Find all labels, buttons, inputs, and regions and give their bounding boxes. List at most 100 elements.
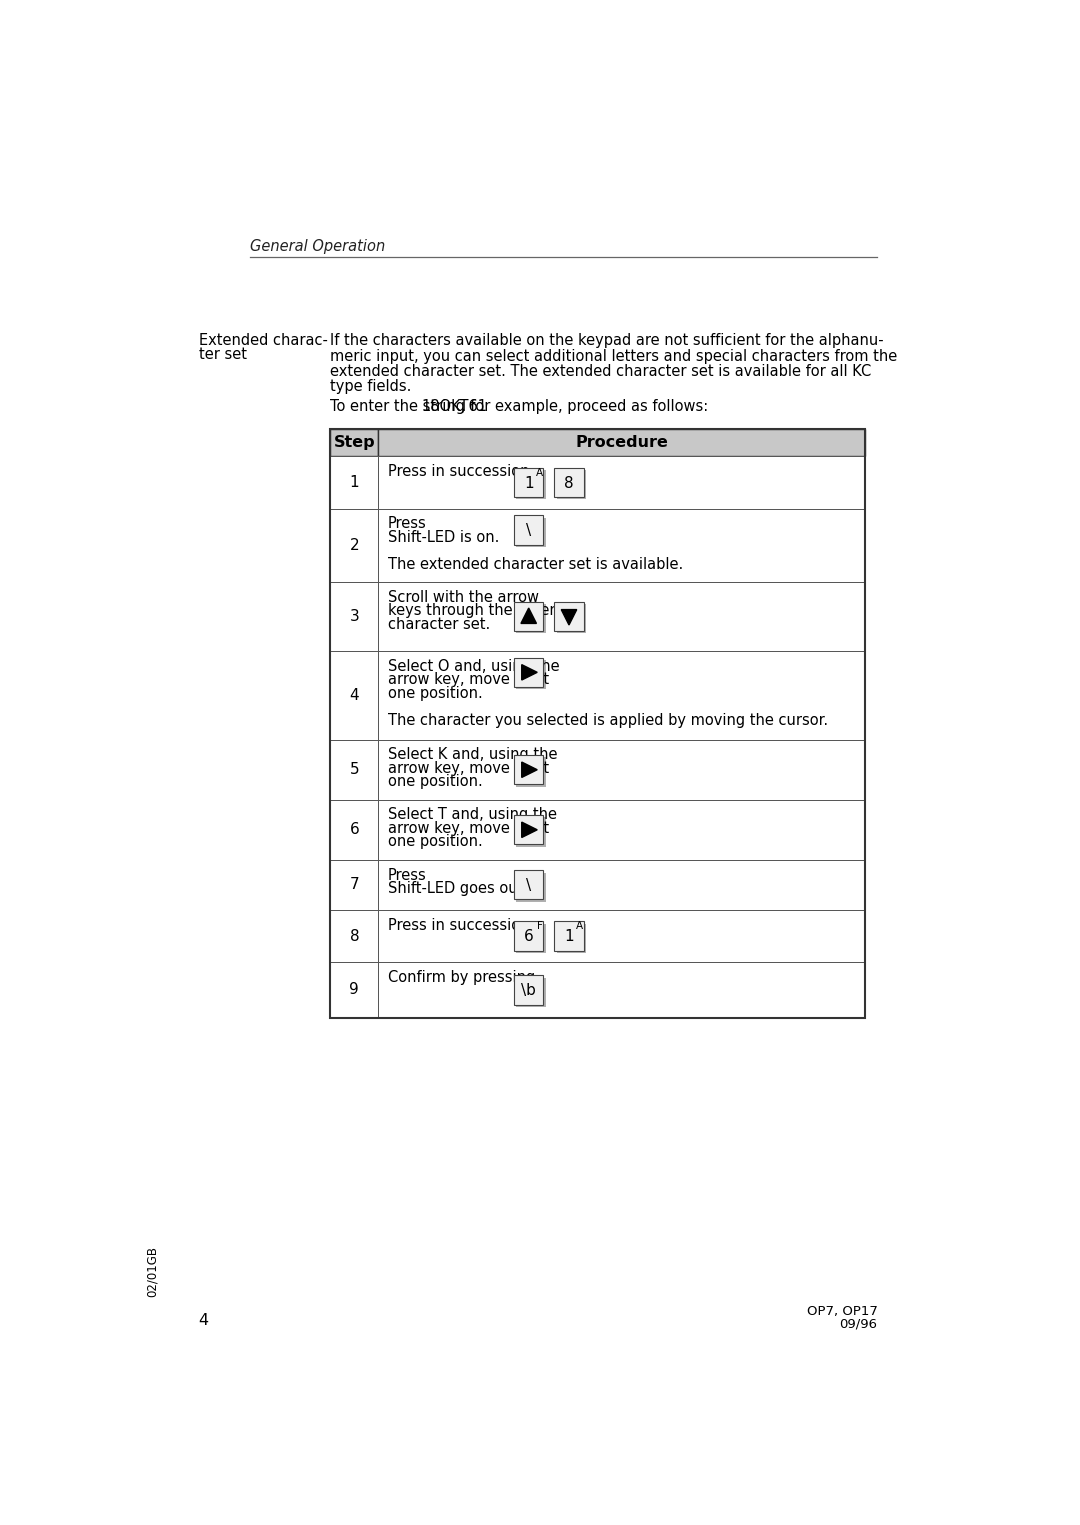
Bar [330,910,378,962]
Text: 4: 4 [199,1313,208,1328]
Bar [554,921,583,950]
Bar [378,910,865,962]
Bar [514,515,543,544]
Bar [514,602,543,631]
Text: Step: Step [334,435,375,450]
Bar [378,429,865,456]
Bar [330,860,378,910]
Text: 7: 7 [350,877,360,892]
Bar [378,456,865,509]
Text: Press: Press [388,517,427,531]
Text: 8: 8 [350,929,360,944]
Text: The extended character set is available.: The extended character set is available. [388,557,683,572]
Text: Shift-LED goes out.: Shift-LED goes out. [388,881,528,897]
Text: Press: Press [388,868,427,883]
Bar [514,468,543,497]
Bar [330,456,378,509]
Text: 1: 1 [350,474,360,490]
Polygon shape [562,610,577,625]
Text: General Operation: General Operation [249,239,384,253]
Bar [516,924,545,953]
Text: keys through the extended: keys through the extended [388,602,585,618]
Text: 3: 3 [350,608,360,624]
Text: one position.: one position. [388,834,483,849]
Bar [378,962,865,1017]
Text: 02/01GB: 02/01GB [146,1246,159,1296]
Text: one position.: one position. [388,775,483,790]
Bar [378,860,865,910]
Bar [330,429,378,456]
Text: 9: 9 [350,982,360,997]
Text: If the characters available on the keypad are not sufficient for the alphanu-: If the characters available on the keypa… [330,332,883,348]
Bar [556,470,586,500]
Bar [516,817,545,846]
Text: Extended charac-: Extended charac- [199,332,327,348]
Text: 18OKT61: 18OKT61 [422,400,488,415]
Text: Confirm by pressing: Confirm by pressing [388,970,535,985]
Text: 8: 8 [564,476,573,491]
Bar [330,962,378,1017]
Text: one position.: one position. [388,686,483,702]
Bar [330,740,378,799]
Text: 09/96: 09/96 [839,1318,877,1330]
Text: Shift-LED is on.: Shift-LED is on. [388,529,499,544]
Text: \: \ [526,523,531,538]
Bar [378,583,865,651]
Text: ter set: ter set [199,348,246,361]
Bar [516,604,545,633]
Bar [514,871,543,900]
Text: \: \ [526,878,531,894]
Bar [516,872,545,901]
Text: arrow key, move right: arrow key, move right [388,761,549,776]
Bar [330,799,378,860]
Bar [514,816,543,845]
Bar [554,602,583,631]
Bar [330,583,378,651]
Bar [378,740,865,799]
Bar [514,755,543,784]
Text: 1: 1 [524,476,534,491]
Text: Select O and, using the: Select O and, using the [388,659,559,674]
Text: Press in succession: Press in succession [388,464,529,479]
Text: F: F [537,921,542,932]
Text: To enter the string: To enter the string [330,400,470,415]
Bar [556,604,586,633]
Text: arrow key, move right: arrow key, move right [388,820,549,836]
Polygon shape [522,822,537,837]
Text: extended character set. The extended character set is available for all KC: extended character set. The extended cha… [330,364,872,378]
Polygon shape [522,762,537,778]
Bar [556,924,586,953]
Text: Press in succession: Press in succession [388,918,529,933]
Text: The character you selected is applied by moving the cursor.: The character you selected is applied by… [388,712,827,727]
Text: Procedure: Procedure [576,435,669,450]
Bar [514,657,543,686]
Text: character set.: character set. [388,616,490,631]
Text: Select K and, using the: Select K and, using the [388,747,557,762]
Bar [330,509,378,583]
Bar [516,758,545,787]
Bar [516,470,545,500]
Bar [514,921,543,950]
Bar [516,517,545,547]
Text: 6: 6 [524,929,534,944]
Text: OP7, OP17: OP7, OP17 [807,1305,877,1318]
Bar [378,651,865,740]
Text: , for example, proceed as follows:: , for example, proceed as follows: [461,400,708,415]
Text: 1: 1 [564,929,573,944]
Bar [514,976,543,1005]
Bar [516,660,545,689]
Text: meric input, you can select additional letters and special characters from the: meric input, you can select additional l… [330,349,897,363]
Bar [330,429,865,1017]
Bar [554,468,583,497]
Polygon shape [521,608,537,624]
Text: A: A [536,468,543,477]
Bar [378,799,865,860]
Text: 4: 4 [350,688,360,703]
Text: 6: 6 [350,822,360,837]
Text: 2: 2 [350,538,360,552]
Polygon shape [522,665,537,680]
Bar [516,978,545,1006]
Text: Scroll with the arrow: Scroll with the arrow [388,590,539,604]
Text: \b: \b [522,984,536,999]
Text: arrow key, move right: arrow key, move right [388,673,549,688]
